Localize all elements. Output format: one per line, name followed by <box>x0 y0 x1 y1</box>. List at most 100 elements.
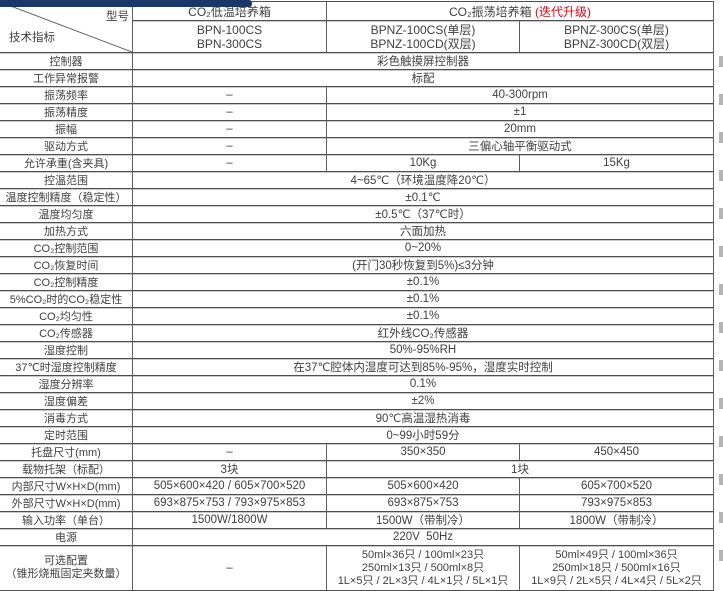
spec-value: 40-300rpm <box>326 86 713 103</box>
spec-label: 工作异常报警 <box>0 69 132 86</box>
spec-value-line: 50ml×49只 / 100ml×36只 <box>555 548 678 561</box>
spec-label: 控温范围 <box>0 171 132 188</box>
model-name: BPNZ-100CS(单层) <box>370 22 476 37</box>
table-row: CO₂传感器 红外线CO₂传感器 <box>0 324 713 341</box>
table-row: 电源 220V 50Hz <box>0 528 713 545</box>
spec-label: CO₂均匀性 <box>0 307 132 324</box>
spec-label: 驱动方式 <box>0 137 132 154</box>
spec-value: 在37℃腔体内湿度可达到85%-95%，湿度实时控制 <box>132 358 713 375</box>
spec-label: 载物托架（标配） <box>0 460 132 477</box>
spec-value: 4~65℃（环境温度降20℃） <box>132 171 713 188</box>
spec-value: – <box>132 443 326 460</box>
spec-label: 温度均匀度 <box>0 205 132 222</box>
spec-value: 1800W（带制冷） <box>519 511 713 528</box>
spec-value: – <box>132 545 326 590</box>
spec-label: 定时范围 <box>0 426 132 443</box>
spec-value-line: 250ml×18只 / 500ml×16只 <box>552 561 681 574</box>
product-name-text: CO₂振荡培养箱 <box>449 4 535 19</box>
model-name: BPN-100CS <box>196 22 263 37</box>
table-row: 温度均匀度 ±0.5℃（37℃时） <box>0 205 713 222</box>
accent-bar <box>0 0 252 7</box>
model-name: BPNZ-100CD(双层) <box>370 36 476 51</box>
spec-label-line: 可选配置 <box>44 555 88 567</box>
table-row: CO₂控制精度 ±0.1% <box>0 273 713 290</box>
table-row: 湿度偏差 ±2% <box>0 392 713 409</box>
table-row: 控温范围 4~65℃（环境温度降20℃） <box>0 171 713 188</box>
table-row: CO₂控制范围 0~20% <box>0 239 713 256</box>
spec-value: – <box>132 86 326 103</box>
spec-value: 50ml×36只 / 100ml×23只 250ml×13只 / 500ml×8… <box>326 545 519 590</box>
header-product-row: 型号 技术指标 CO₂低温培养箱 CO₂振荡培养箱 (迭代升级) <box>0 2 713 52</box>
table-row: 振荡频率 –40-300rpm <box>0 86 713 103</box>
model-col3: BPNZ-300CS(单层) BPNZ-300CD(双层) <box>519 20 713 52</box>
spec-value: – <box>132 103 326 120</box>
table-row: 控制器 彩色触摸屏控制器 <box>0 52 713 69</box>
spec-label: 振幅 <box>0 120 132 137</box>
diagonal-line <box>0 2 132 52</box>
header-model-row: BPN-100CS BPN-300CS BPNZ-100CS(单层) BPNZ-… <box>0 20 713 52</box>
spec-value: 彩色触摸屏控制器 <box>132 52 713 69</box>
spec-value: 793×975×853 <box>519 494 713 511</box>
corner-cell: 型号 技术指标 <box>0 2 132 52</box>
spec-value: 220V 50Hz <box>132 528 713 545</box>
spec-value: 50%-95%RH <box>132 341 713 358</box>
spec-value: – <box>132 154 326 171</box>
corner-model-label: 型号 <box>106 11 129 23</box>
spec-label: CO₂传感器 <box>0 324 132 341</box>
spec-value: 0~99小时59分 <box>132 426 713 443</box>
spec-label: 温度控制精度（稳定性） <box>0 188 132 205</box>
spec-value: ±2% <box>132 392 713 409</box>
table-row: 托盘尺寸(mm) –350×350 450×450 <box>0 443 713 460</box>
spec-label: 外部尺寸W×H×D(mm) <box>0 494 132 511</box>
right-edge-marks <box>719 56 723 584</box>
spec-label: 托盘尺寸(mm) <box>0 443 132 460</box>
spec-value-line: 50ml×36只 / 100ml×23只 <box>361 548 485 561</box>
spec-label: 电源 <box>0 528 132 545</box>
spec-label-line: （锥形烧瓶固定夹数量） <box>5 568 127 580</box>
spec-label: 内部尺寸W×H×D(mm) <box>0 477 132 494</box>
spec-value-line: 1L×5只 / 2L×3只 / 4L×1只 / 5L×1只 <box>337 574 509 587</box>
table-row: 振荡精度 – ±1 <box>0 103 713 120</box>
spec-value: 0.1% <box>132 375 713 392</box>
spec-value: (开门30秒恢复到5%)≤3分钟 <box>132 256 713 273</box>
table-row: 湿度控制 50%-95%RH <box>0 341 713 358</box>
spec-value: 1500W（带制冷） <box>326 511 519 528</box>
spec-label: CO₂控制范围 <box>0 239 132 256</box>
spec-label: 湿度偏差 <box>0 392 132 409</box>
spec-value: 1500W/1800W <box>132 511 326 528</box>
spec-value: 3块 <box>132 460 326 477</box>
spec-value-line: 250ml×13只 / 500ml×8只 <box>361 561 485 574</box>
spec-value: 1块 <box>326 460 713 477</box>
corner-spec-label: 技术指标 <box>9 32 55 44</box>
spec-label: CO₂控制精度 <box>0 273 132 290</box>
table-row: 温度控制精度（稳定性） ±0.1℃ <box>0 188 713 205</box>
table-row: 37℃时湿度控制精度 在37℃腔体内湿度可达到85%-95%，湿度实时控制 <box>0 358 713 375</box>
table-row: CO₂均匀性 ±0.1% <box>0 307 713 324</box>
table-row-optional-config: 可选配置 （锥形烧瓶固定夹数量） – 50ml×36只 / 100ml×23只 … <box>0 545 713 590</box>
spec-value: – <box>132 120 326 137</box>
spec-value: 350×350 <box>326 443 519 460</box>
table-row: 载物托架（标配） 3块 1块 <box>0 460 713 477</box>
spec-value: ±1 <box>326 103 713 120</box>
table-row: CO₂恢复时间 (开门30秒恢复到5%)≤3分钟 <box>0 256 713 273</box>
spec-value: 10Kg <box>326 154 519 171</box>
spec-value: 693×875×753 / 793×975×853 <box>132 494 326 511</box>
spec-value: 15Kg <box>519 154 713 171</box>
upgrade-badge: (迭代升级) <box>535 4 591 19</box>
spec-value: 50ml×49只 / 100ml×36只 250ml×18只 / 500ml×1… <box>519 545 713 590</box>
spec-value: ±0.1% <box>132 290 713 307</box>
spec-label: 振荡频率 <box>0 86 132 103</box>
spec-label: 输入功率（单台） <box>0 511 132 528</box>
spec-label: 5%CO₂时的CO₂稳定性 <box>0 290 132 307</box>
product-name-low-temp: CO₂低温培养箱 <box>132 2 326 20</box>
model-name: BPNZ-300CD(双层) <box>563 36 670 51</box>
spec-value: 505×600×420 <box>326 477 519 494</box>
spec-value: 三偏心轴平衡驱动式 <box>326 137 713 154</box>
spec-value: – <box>132 137 326 154</box>
spec-label: 振荡精度 <box>0 103 132 120</box>
spec-value: 90℃高温湿热消毒 <box>132 409 713 426</box>
model-name: BPN-300CS <box>196 36 263 51</box>
spec-value: ±0.1% <box>132 307 713 324</box>
